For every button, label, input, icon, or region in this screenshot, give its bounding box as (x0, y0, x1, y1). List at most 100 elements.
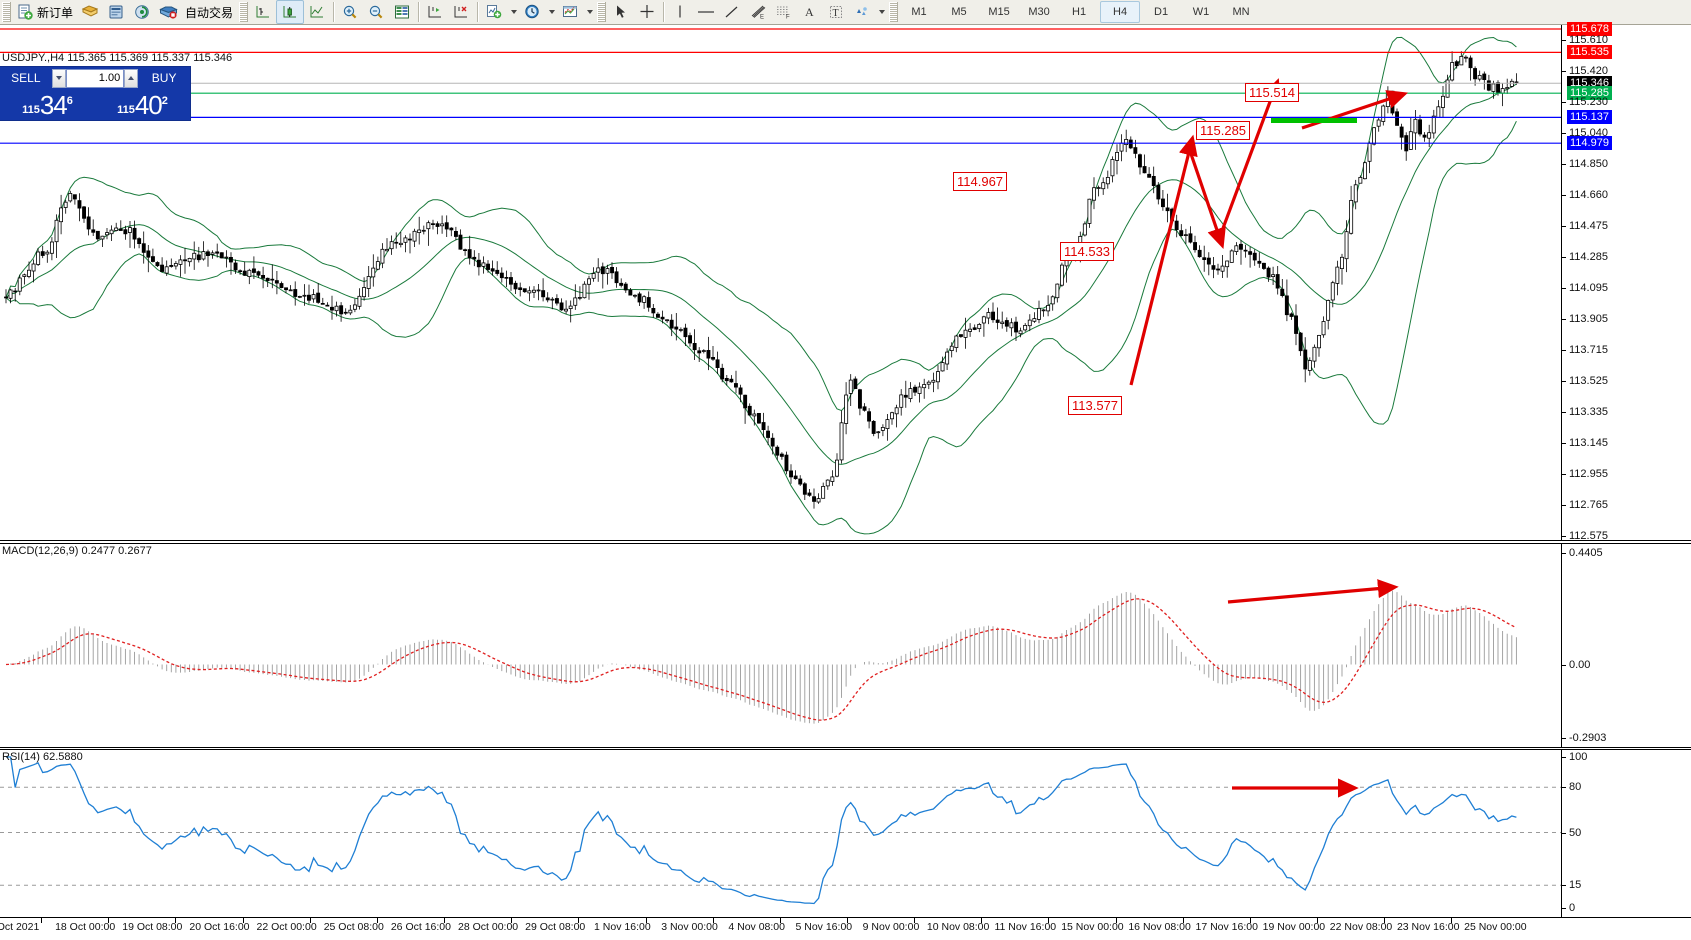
line-chart-button[interactable] (304, 1, 330, 23)
one-click-trading-panel[interactable]: SELL 1.00 BUY 115 34 6 (0, 67, 190, 120)
period-dropdown[interactable] (545, 1, 557, 23)
text-button[interactable]: T (823, 1, 849, 23)
fibonacci-button[interactable]: F (771, 1, 797, 23)
time-axis-tick (645, 918, 647, 923)
new-order-button[interactable]: 新订单 (13, 1, 77, 23)
macd-scale-label: 0.4405 (1569, 547, 1603, 559)
price-pane[interactable]: 115.678 115.610 115.535 115.420 115.346 115.2… (0, 22, 1691, 542)
scale-tick (1562, 885, 1566, 887)
symbol-header: USDJPY.,H4 115.365 115.369 115.337 115.3… (2, 52, 233, 64)
horizontal-line-button[interactable] (693, 1, 719, 23)
annotation-115.285[interactable]: 115.285 (1196, 121, 1251, 140)
price-marker-115.678[interactable]: 115.678 (1567, 22, 1612, 36)
sell-button[interactable]: SELL (11, 71, 41, 85)
auto-scroll-button[interactable] (448, 1, 474, 23)
time-axis-tick (914, 918, 916, 923)
volume-increase-button[interactable] (124, 68, 139, 88)
time-axis-label: 19 Nov 00:00 (1262, 921, 1326, 933)
market-watch-button[interactable] (103, 1, 129, 23)
cursor-button[interactable] (608, 1, 634, 23)
price-pane-drawings (1129, 78, 1409, 386)
time-axis-label: 10 Nov 08:00 (926, 921, 990, 933)
terminal-button[interactable] (155, 1, 181, 23)
buy-price[interactable]: 115 40 2 (95, 89, 190, 119)
equidistant-channel-button[interactable]: E (745, 1, 771, 23)
annotation-115.514[interactable]: 115.514 (1245, 83, 1300, 102)
rsi-plot[interactable] (0, 750, 1561, 915)
timeframe-m15[interactable]: M15 (988, 6, 1010, 18)
sell-price[interactable]: 115 34 6 (0, 89, 95, 119)
projection-arrow (1301, 90, 1409, 130)
time-axis-tick (175, 918, 177, 923)
period-button[interactable] (519, 1, 545, 23)
svg-text:T: T (833, 8, 839, 19)
time-axis-tick (1182, 918, 1184, 923)
rsi-scale[interactable]: 100 80 50 15 0 (1561, 750, 1691, 917)
toolbar-grip-2[interactable] (239, 2, 249, 22)
indicators-dropdown[interactable] (507, 1, 519, 23)
navigator-button[interactable] (129, 1, 155, 23)
zoom-out-button[interactable] (363, 1, 389, 23)
macd-plot[interactable] (0, 544, 1561, 745)
macd-pane[interactable]: 0.4405 0.00 -0.2903 MACD(12,26,9) 0.2477 0… (0, 543, 1691, 748)
price-tick-label: 112.575 (1569, 530, 1608, 542)
timeframe-m30[interactable]: M30 (1028, 6, 1050, 18)
annotation-114.533[interactable]: 114.533 (1060, 242, 1115, 261)
trendline-button[interactable] (719, 1, 745, 23)
volume-decrease-button[interactable] (51, 68, 66, 88)
indicators-button[interactable] (481, 1, 507, 23)
timeframe-m1[interactable]: M1 (911, 6, 927, 18)
shapes-dropdown[interactable] (875, 1, 887, 23)
time-axis-tick (712, 918, 714, 923)
price-marker-115.535[interactable]: 115.535 (1567, 45, 1612, 60)
price-level-lines (0, 28, 1561, 144)
chart-shift-button[interactable] (422, 1, 448, 23)
templates-dropdown[interactable] (583, 1, 595, 23)
scale-tick (1562, 504, 1566, 506)
crosshair-button[interactable] (634, 1, 660, 23)
timeframe-h1[interactable]: H1 (1072, 6, 1087, 18)
profiles-button[interactable] (77, 1, 103, 23)
text-label-button[interactable]: A (797, 1, 823, 23)
rsi-scale-label: 15 (1569, 879, 1582, 892)
zoom-in-button[interactable] (337, 1, 363, 23)
data-window-button[interactable] (389, 1, 415, 23)
time-axis[interactable]: Oct 2021 18 Oct 00:00 19 Oct 08:00 20 Oct 1… (0, 918, 1561, 938)
price-marker-115.285[interactable]: 115.285 (1567, 86, 1612, 101)
annotation-113.577[interactable]: 113.577 (1068, 396, 1123, 415)
toolbar-grip-3[interactable] (597, 2, 607, 22)
time-axis-tick (779, 918, 781, 923)
time-axis-label: 17 Nov 16:00 (1195, 921, 1258, 933)
macd-scale[interactable]: 0.4405 0.00 -0.2903 (1561, 544, 1691, 747)
scale-tick (1562, 71, 1566, 73)
indicators-icon (486, 5, 501, 19)
price-marker-115.137[interactable]: 115.137 (1567, 110, 1612, 125)
time-axis-tick (444, 918, 446, 923)
toolbar-grip-4[interactable] (889, 2, 899, 22)
candlestick-chart-button[interactable] (276, 0, 305, 24)
toolbar-separator-3 (477, 2, 479, 22)
timeframe-h4[interactable]: H4 (1100, 1, 1141, 23)
annotation-114.967[interactable]: 114.967 (953, 172, 1008, 191)
price-scale[interactable]: 115.678 115.610 115.535 115.420 115.346 115.2… (1561, 22, 1691, 542)
timeframe-w1[interactable]: W1 (1192, 6, 1210, 18)
price-marker-114.979[interactable]: 114.979 (1567, 136, 1612, 151)
timeframe-d1[interactable]: D1 (1154, 6, 1169, 18)
timeframe-mn[interactable]: MN (1232, 6, 1250, 18)
data-window-icon (395, 5, 410, 19)
bar-chart-button[interactable] (250, 1, 276, 23)
volume-input[interactable]: 1.00 (65, 68, 125, 88)
vertical-line-button[interactable] (667, 1, 693, 23)
timeframe-m5[interactable]: M5 (951, 6, 967, 18)
price-chart-plot[interactable] (0, 25, 1561, 540)
shapes-button[interactable] (849, 1, 875, 23)
toolbar-grip[interactable] (2, 2, 11, 22)
templates-button[interactable] (557, 1, 583, 23)
chart-canvas-area[interactable]: 115.678 115.610 115.535 115.420 115.346 115.2… (0, 22, 1691, 940)
rsi-pane[interactable]: 100 80 50 15 0 RSI(14) 62.5880 (0, 749, 1691, 918)
scale-tick (1562, 102, 1566, 104)
auto-trading-button[interactable]: 自动交易 (181, 1, 237, 23)
scale-tick (1562, 757, 1566, 758)
scale-tick (1562, 411, 1566, 413)
buy-button[interactable]: BUY (151, 71, 177, 85)
